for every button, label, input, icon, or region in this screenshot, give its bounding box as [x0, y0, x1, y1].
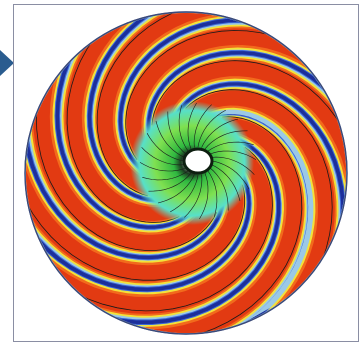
passage-orange-band: [31, 26, 219, 253]
passage-red-band: [96, 13, 300, 195]
hub-streamline: [155, 120, 185, 158]
hub-streamline: [193, 104, 212, 148]
hub-streamline: [197, 109, 226, 148]
hub-streamline: [207, 141, 254, 152]
hub-streamline: [204, 130, 248, 150]
hub-streamline: [211, 160, 250, 189]
hub-streamline: [167, 111, 187, 155]
passage-red-band: [32, 33, 218, 251]
hub-streamline: [201, 118, 239, 148]
impeller-rim: [24, 11, 348, 335]
hub-streamline: [184, 174, 203, 218]
hub-streamline: [209, 167, 229, 211]
passage-streamline: [26, 184, 246, 281]
contour-plot-frame: [13, 4, 359, 342]
passage-streamline: [96, 13, 259, 197]
hub-streamline: [142, 170, 189, 181]
passage-streamline: [66, 13, 180, 223]
hub-streamline: [141, 147, 185, 166]
passage-red-band: [138, 118, 303, 333]
hub-streamline: [207, 170, 218, 217]
passage-red-band: [26, 139, 244, 282]
hub-streamline: [187, 102, 197, 149]
impeller-blade: [86, 13, 221, 203]
hub-streamline: [178, 105, 189, 152]
hub-streamline: [211, 164, 241, 202]
hub-streamline: [170, 174, 199, 213]
impeller-contour-image: [24, 11, 348, 335]
hub-streamline: [146, 133, 185, 162]
passage-red-band: [153, 60, 346, 245]
passage-streamline: [185, 89, 333, 302]
hub-streamlines: [139, 102, 257, 220]
triangle-right-icon: [0, 50, 14, 76]
impeller-blade: [54, 13, 198, 230]
hub-eye: [182, 147, 214, 175]
hub-streamline: [139, 162, 186, 172]
hub-streamline: [211, 156, 255, 175]
passage-streamline: [185, 116, 303, 333]
hub-streamline: [157, 174, 195, 204]
hub-streamline: [199, 173, 209, 220]
passage-streamline: [35, 69, 218, 251]
passage-red-band: [65, 13, 186, 221]
hub-streamline: [148, 172, 192, 192]
hub-streamline: [210, 150, 257, 160]
impeller-blade: [146, 49, 346, 162]
passage-streamline: [74, 146, 273, 312]
